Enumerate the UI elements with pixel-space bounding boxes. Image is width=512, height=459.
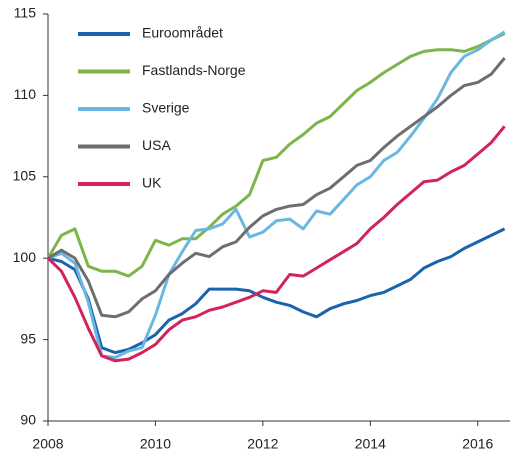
y-tick-label: 100 bbox=[13, 249, 37, 265]
series-line bbox=[47, 227, 506, 355]
y-tick-label: 95 bbox=[20, 330, 36, 346]
x-tick-label: 2010 bbox=[140, 436, 171, 452]
legend-label: Euroområdet bbox=[142, 25, 223, 41]
legend-label: USA bbox=[142, 137, 171, 153]
y-tick-label: 105 bbox=[13, 168, 37, 184]
x-tick-label: 2012 bbox=[247, 436, 278, 452]
series-line bbox=[47, 30, 506, 359]
series-line bbox=[46, 125, 506, 363]
series-line bbox=[47, 57, 506, 319]
y-tick-label: 110 bbox=[14, 86, 37, 102]
series-line bbox=[46, 32, 506, 278]
legend-label: UK bbox=[142, 175, 162, 191]
x-tick-label: 2014 bbox=[355, 436, 386, 452]
y-tick-label: 115 bbox=[14, 5, 37, 21]
x-tick-label: 2008 bbox=[32, 436, 63, 452]
legend-label: Fastlands-Norge bbox=[142, 62, 246, 78]
legend-label: Sverige bbox=[142, 100, 190, 116]
y-tick-label: 90 bbox=[20, 412, 36, 428]
x-tick-label: 2016 bbox=[462, 436, 493, 452]
